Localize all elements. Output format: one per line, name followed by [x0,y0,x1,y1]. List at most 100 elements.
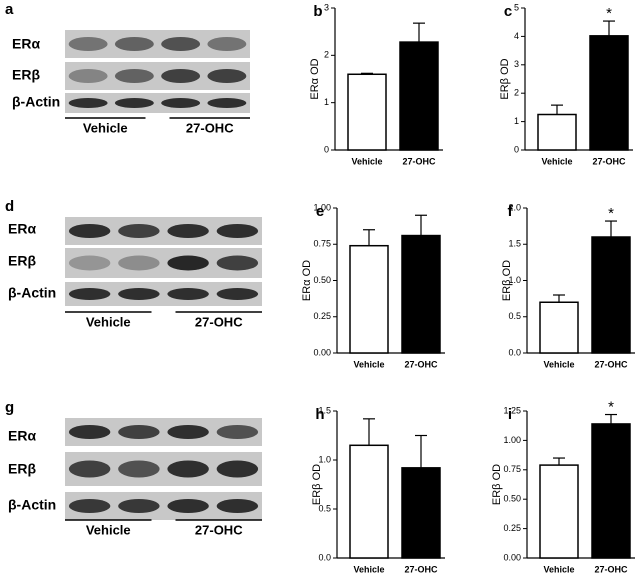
panel-letter: a [5,1,14,18]
blot-band [118,224,160,238]
blot-band [68,288,111,300]
blot-row-label: ERα [8,428,36,444]
x-tick-label: 27-OHC [592,156,626,166]
blot-band [114,98,154,108]
blot-band [216,288,259,300]
blot-band [118,499,160,513]
y-axis-label: ERβ OD [501,260,513,301]
blot-band [167,255,209,271]
x-tick-label: 27-OHC [594,564,628,574]
y-tick-label: 1.25 [503,405,521,415]
bar [591,423,631,559]
y-tick-label: 1.0 [508,275,521,285]
y-tick-label: 0.5 [318,503,331,513]
y-tick-label: 0.25 [503,523,521,533]
blot-band [167,460,209,478]
y-axis-label: ERα OD [301,260,313,301]
group-label: Vehicle [86,314,131,329]
bar [539,301,579,354]
blot-band [161,37,201,51]
blot-band [118,460,160,478]
blot-row-label: ERα [8,221,36,237]
blot-row-label: ERβ [12,67,40,83]
blot-band [161,98,201,108]
blot-band [167,224,209,238]
group-label: 27-OHC [195,314,243,329]
group-label: Vehicle [83,120,128,135]
y-tick-label: 0.75 [313,239,331,249]
bar [401,467,441,559]
bar [591,236,631,354]
group-label: 27-OHC [186,120,234,135]
bar [589,35,629,151]
x-tick-label: 27-OHC [594,359,628,369]
y-tick-label: 1.00 [313,202,331,212]
panel-letter: g [5,399,14,416]
annotation: * [608,205,614,222]
panel-letter: c [504,3,512,20]
blot-row-label: ERα [12,36,40,52]
blot-band [167,288,209,300]
blot-band [68,255,111,271]
blot-band [68,37,108,51]
y-tick-label: 1.0 [318,454,331,464]
blot-row-label: ERβ [8,253,36,269]
annotation: * [606,5,612,22]
y-tick-label: 3 [514,59,519,69]
y-tick-label: 1 [514,116,519,126]
blot-strip [65,93,250,113]
y-tick-label: 1 [324,97,329,107]
blot-band [114,37,154,51]
blot-band [167,425,209,439]
panel-letter: h [315,406,324,423]
y-tick-label: 1.5 [508,239,521,249]
y-axis-label: ERβ OD [491,464,503,505]
x-tick-label: Vehicle [543,359,574,369]
blot-band [216,425,259,439]
y-tick-label: 0.50 [503,494,521,504]
blot-row-label: ERβ [8,461,36,477]
y-tick-label: 0.00 [313,347,331,357]
y-axis-label: ERβ OD [311,464,323,505]
bar [539,464,579,559]
blot-band [167,499,209,513]
blot-band [207,69,247,83]
x-tick-label: Vehicle [353,564,384,574]
bar [349,444,389,559]
x-tick-label: 27-OHC [404,564,438,574]
bar [537,113,577,151]
blot-band [216,224,259,238]
group-label: Vehicle [86,522,131,537]
blot-band [68,499,111,513]
y-tick-label: 3 [324,2,329,12]
x-tick-label: Vehicle [543,564,574,574]
bar [399,41,439,151]
blot-band [118,425,160,439]
blot-band [216,255,259,271]
y-tick-label: 0 [514,144,519,154]
blot-band [68,224,111,238]
y-tick-label: 1.5 [318,405,331,415]
x-tick-label: 27-OHC [402,156,436,166]
y-tick-label: 0.25 [313,311,331,321]
y-tick-label: 0.0 [508,347,521,357]
bar [401,234,441,354]
y-tick-label: 0.50 [313,275,331,285]
blot-band [68,460,111,478]
blot-band [207,98,247,108]
x-tick-label: Vehicle [353,359,384,369]
y-tick-label: 2 [324,50,329,60]
group-label: 27-OHC [195,522,243,537]
y-tick-label: 0.0 [318,552,331,562]
y-tick-label: 5 [514,2,519,12]
panel-letter: i [508,406,512,423]
blot-band [68,98,108,108]
bar [349,244,389,354]
y-tick-label: 0.00 [503,552,521,562]
blot-band [114,69,154,83]
panel-letter: e [316,203,324,220]
blot-row-label: β-Actin [12,94,60,110]
x-tick-label: 27-OHC [404,359,438,369]
y-tick-label: 1.00 [503,435,521,445]
x-tick-label: Vehicle [351,156,382,166]
